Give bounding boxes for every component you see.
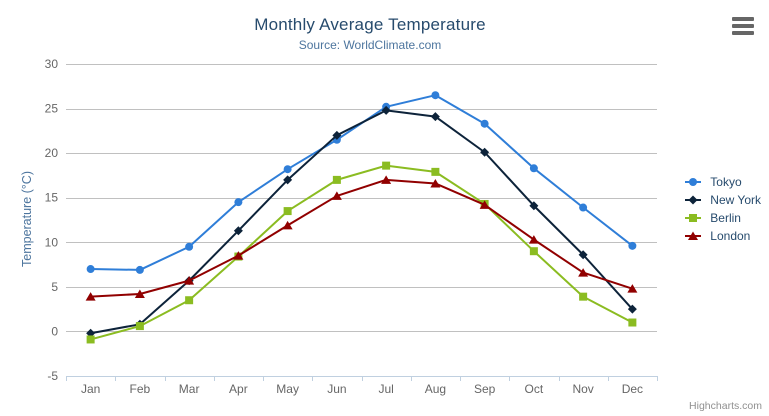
chart-subtitle: Source: WorldClimate.com <box>298 38 442 52</box>
x-tick-label: Dec <box>622 382 643 396</box>
credits-link[interactable]: Highcharts.com <box>689 400 762 412</box>
square-legend-symbol <box>685 214 702 222</box>
series-line-new-york[interactable] <box>89 109 634 335</box>
marker-london[interactable] <box>430 178 441 188</box>
series-line-london[interactable] <box>89 178 634 298</box>
marker-tokyo[interactable] <box>234 198 243 207</box>
y-tick-label: 25 <box>45 102 59 116</box>
x-tick-label: Jul <box>378 382 393 396</box>
y-tick-label: -5 <box>47 369 58 383</box>
legend-label: Tokyo <box>710 175 742 189</box>
y-tick-label: 10 <box>45 235 59 249</box>
legend-label: New York <box>710 193 761 207</box>
marker-tokyo[interactable] <box>480 119 489 128</box>
marker-tokyo[interactable] <box>185 242 194 251</box>
x-tick-label: Jun <box>327 382 346 396</box>
x-tick-label: Feb <box>130 382 151 396</box>
marker-berlin[interactable] <box>431 167 440 176</box>
chart-title: Monthly Average Temperature <box>254 15 486 34</box>
marker-berlin[interactable] <box>628 318 637 327</box>
marker-london[interactable] <box>85 292 96 301</box>
x-tick-label: Oct <box>525 382 544 396</box>
marker-tokyo[interactable] <box>431 91 440 100</box>
marker-london[interactable] <box>331 191 342 200</box>
marker-tokyo[interactable] <box>135 265 144 274</box>
marker-new-york[interactable] <box>381 105 391 115</box>
marker-berlin[interactable] <box>529 247 538 256</box>
x-tick-label: Apr <box>229 382 248 396</box>
triangle-legend-symbol <box>685 231 702 240</box>
marker-berlin[interactable] <box>382 161 391 170</box>
series-line-tokyo[interactable] <box>89 94 634 271</box>
marker-berlin[interactable] <box>185 296 194 305</box>
series-new-york[interactable] <box>86 105 637 338</box>
marker-london[interactable] <box>184 276 195 285</box>
marker-new-york[interactable] <box>529 201 539 211</box>
y-axis-title: Temperature (°C) <box>20 171 34 267</box>
marker-berlin[interactable] <box>283 207 292 216</box>
circle-legend-symbol <box>685 178 702 186</box>
marker-new-york[interactable] <box>233 226 243 236</box>
marker-tokyo[interactable] <box>283 165 292 174</box>
x-tick-label: Aug <box>425 382 446 396</box>
y-tick-label: 15 <box>45 191 59 205</box>
marker-london[interactable] <box>528 235 539 244</box>
legend-item-new-york[interactable]: New York <box>685 191 761 209</box>
x-tick-label: Jan <box>81 382 100 396</box>
y-tick-label: 30 <box>45 57 59 71</box>
legend-item-tokyo[interactable]: Tokyo <box>685 173 761 191</box>
hamburger-bar <box>732 31 754 35</box>
marker-tokyo[interactable] <box>628 241 637 250</box>
legend-item-london[interactable]: London <box>685 227 761 245</box>
series-line-berlin[interactable] <box>89 164 634 341</box>
hamburger-bar <box>732 17 754 21</box>
y-tick-label: 5 <box>51 280 58 294</box>
marker-london[interactable] <box>627 284 638 293</box>
hamburger-bar <box>732 24 754 28</box>
x-tick-label: Nov <box>572 382 593 396</box>
marker-tokyo[interactable] <box>529 164 538 173</box>
series-london[interactable] <box>85 175 638 301</box>
marker-new-york[interactable] <box>480 147 490 157</box>
series-tokyo[interactable] <box>86 91 637 274</box>
marker-berlin[interactable] <box>86 335 95 344</box>
marker-new-york[interactable] <box>627 304 637 314</box>
legend-label: London <box>710 229 751 243</box>
marker-berlin[interactable] <box>332 175 341 184</box>
marker-london[interactable] <box>381 175 392 184</box>
marker-london[interactable] <box>233 251 244 260</box>
marker-london[interactable] <box>134 289 145 298</box>
marker-london[interactable] <box>578 268 589 277</box>
legend-item-berlin[interactable]: Berlin <box>685 209 761 227</box>
hamburger-menu-icon[interactable] <box>732 17 754 35</box>
diamond-legend-symbol <box>685 195 702 205</box>
marker-new-york[interactable] <box>283 175 293 185</box>
marker-london[interactable] <box>479 200 490 209</box>
marker-berlin[interactable] <box>579 292 588 301</box>
x-tick-label: Mar <box>179 382 200 396</box>
marker-tokyo[interactable] <box>579 203 588 212</box>
legend: Tokyo New York Berlin London <box>685 173 761 245</box>
marker-new-york[interactable] <box>332 130 342 140</box>
marker-tokyo[interactable] <box>86 265 95 274</box>
marker-london[interactable] <box>282 220 293 230</box>
y-tick-label: 20 <box>45 146 59 160</box>
marker-berlin[interactable] <box>135 322 144 331</box>
x-tick-label: Sep <box>474 382 496 396</box>
y-tick-label: 0 <box>51 324 58 338</box>
marker-new-york[interactable] <box>430 112 440 122</box>
x-tick-label: May <box>276 382 299 396</box>
legend-label: Berlin <box>710 211 741 225</box>
marker-new-york[interactable] <box>578 250 588 260</box>
